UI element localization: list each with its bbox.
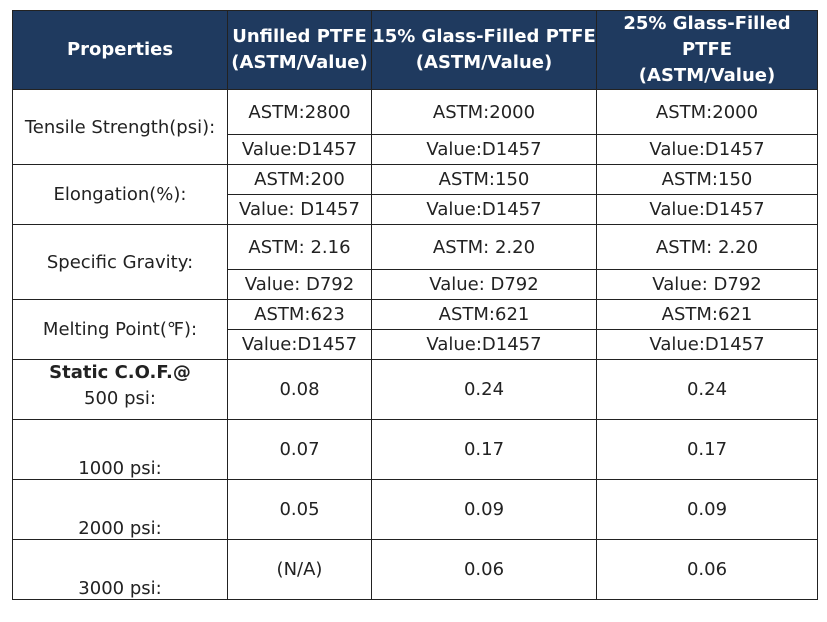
cof-2000-15: 0.09: [371, 479, 597, 540]
melting-value-unfilled: Value:D1457: [227, 329, 372, 360]
cof-3000-unfilled: (N/A): [227, 539, 372, 600]
cof-label-1000: 1000 psi:: [12, 419, 228, 480]
cof-label-2000: 2000 psi:: [12, 479, 228, 540]
tensile-astm-row: Tensile Strength(psi): ASTM:2800 ASTM:20…: [12, 89, 818, 165]
properties-table: Properties Unfilled PTFE (ASTM/Value) 15%…: [12, 10, 818, 600]
cof-2000-25: 0.09: [596, 479, 818, 540]
cof-label-500: Static C.O.F.@ 500 psi:: [12, 359, 228, 420]
gravity-astm-15: ASTM: 2.20: [371, 224, 597, 270]
cof-1000-15: 0.17: [371, 419, 597, 480]
cof-3000-15: 0.06: [371, 539, 597, 600]
gravity-label: Specific Gravity:: [12, 224, 228, 300]
elongation-value-25: Value:D1457: [596, 194, 818, 225]
cof-3000-25: 0.06: [596, 539, 818, 600]
cof-pressure-label: 500 psi:: [84, 388, 156, 409]
elongation-astm-row: Elongation(%): ASTM:200 ASTM:150 ASTM:15…: [12, 164, 818, 225]
header-15-glass-ptfe: 15% Glass-Filled PTFE (ASTM/Value): [371, 10, 597, 90]
melting-value-25: Value:D1457: [596, 329, 818, 360]
tensile-value-unfilled: Value:D1457: [227, 134, 372, 165]
cof-row-500: Static C.O.F.@ 500 psi: 0.08 0.24 0.24: [12, 359, 818, 420]
tensile-value-15: Value:D1457: [371, 134, 597, 165]
cof-row-1000: 1000 psi: 0.07 0.17 0.17: [12, 419, 818, 480]
tensile-astm-unfilled: ASTM:2800: [227, 89, 372, 135]
cof-label-3000: 3000 psi:: [12, 539, 228, 600]
cof-row-2000: 2000 psi: 0.05 0.09 0.09: [12, 479, 818, 540]
melting-value-15: Value:D1457: [371, 329, 597, 360]
tensile-astm-15: ASTM:2000: [371, 89, 597, 135]
gravity-value-15: Value: D792: [371, 269, 597, 300]
header-row: Properties Unfilled PTFE (ASTM/Value) 15%…: [12, 10, 818, 90]
elongation-astm-15: ASTM:150: [371, 164, 597, 195]
gravity-value-row: Value: D792 Value: D792 Value: D792: [13, 269, 818, 300]
tensile-astm-25: ASTM:2000: [596, 89, 818, 135]
elongation-label: Elongation(%):: [12, 164, 228, 225]
melting-label: Melting Point(℉):: [12, 299, 228, 360]
tensile-value-row: Value:D1457 Value:D1457 Value:D1457: [13, 134, 818, 165]
elongation-astm-25: ASTM:150: [596, 164, 818, 195]
melting-astm-15: ASTM:621: [371, 299, 597, 330]
melting-astm-unfilled: ASTM:623: [227, 299, 372, 330]
melting-astm-row: Melting Point(℉): ASTM:623 ASTM:621 ASTM…: [12, 299, 818, 360]
cof-row-3000: 3000 psi: (N/A) 0.06 0.06: [12, 539, 818, 600]
cof-1000-25: 0.17: [596, 419, 818, 480]
gravity-value-25: Value: D792: [596, 269, 818, 300]
cof-1000-unfilled: 0.07: [227, 419, 372, 480]
cof-2000-unfilled: 0.05: [227, 479, 372, 540]
melting-value-row: Value:D1457 Value:D1457 Value:D1457: [13, 329, 818, 360]
elongation-value-15: Value:D1457: [371, 194, 597, 225]
cof-500-unfilled: 0.08: [227, 359, 372, 420]
tensile-value-25: Value:D1457: [596, 134, 818, 165]
header-25-glass-ptfe: 25% Glass-Filled PTFE (ASTM/Value): [596, 10, 818, 90]
header-unfilled-ptfe: Unfilled PTFE (ASTM/Value): [227, 10, 372, 90]
cof-500-15: 0.24: [371, 359, 597, 420]
gravity-value-unfilled: Value: D792: [227, 269, 372, 300]
cof-title: Static C.O.F.@: [49, 362, 191, 383]
gravity-astm-row: Specific Gravity: ASTM: 2.16 ASTM: 2.20 …: [12, 224, 818, 300]
elongation-value-row: Value: D1457 Value:D1457 Value:D1457: [13, 194, 818, 225]
tensile-label: Tensile Strength(psi):: [12, 89, 228, 165]
cof-500-25: 0.24: [596, 359, 818, 420]
melting-astm-25: ASTM:621: [596, 299, 818, 330]
elongation-astm-unfilled: ASTM:200: [227, 164, 372, 195]
gravity-astm-25: ASTM: 2.20: [596, 224, 818, 270]
gravity-astm-unfilled: ASTM: 2.16: [227, 224, 372, 270]
header-properties: Properties: [12, 10, 228, 90]
elongation-value-unfilled: Value: D1457: [227, 194, 372, 225]
